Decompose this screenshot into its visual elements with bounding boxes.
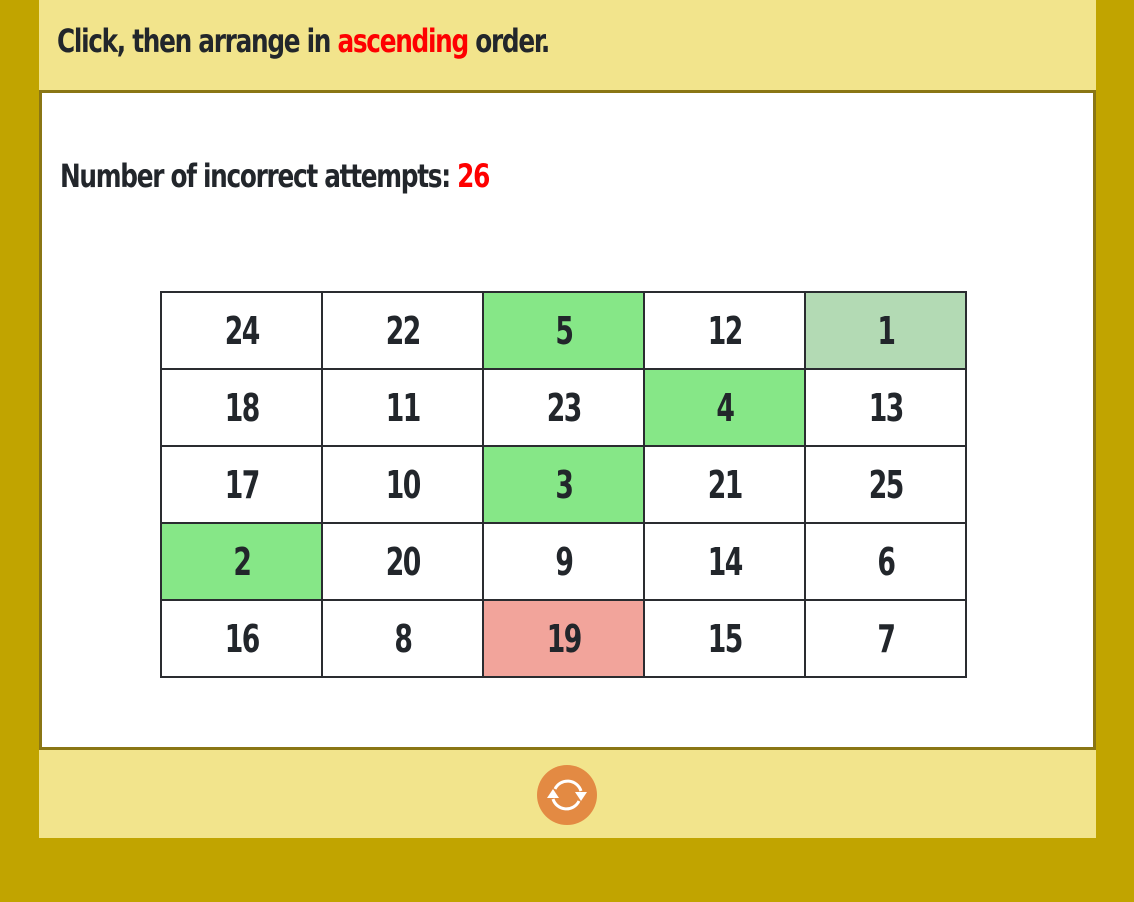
number-tile[interactable]: 8 — [321, 599, 484, 678]
instruction-header: Click, then arrange in ascending order. — [39, 0, 1096, 90]
instruction-keyword: ascending — [337, 22, 469, 60]
tile-number: 7 — [876, 616, 896, 661]
number-tile[interactable]: 24 — [160, 291, 323, 370]
instruction-prefix: Click, then arrange in — [57, 22, 338, 60]
number-tile[interactable]: 11 — [321, 368, 484, 447]
tile-number: 24 — [224, 308, 260, 353]
tile-number: 10 — [385, 462, 421, 507]
attempts-count: 26 — [457, 157, 490, 195]
tile-number: 11 — [385, 385, 421, 430]
tile-number: 6 — [876, 539, 896, 584]
game-panel: Number of incorrect attempts: 26 24 22 5 12… — [39, 90, 1096, 750]
tile-number: 3 — [554, 462, 574, 507]
tile-number: 9 — [554, 539, 574, 584]
tile-number: 13 — [868, 385, 904, 430]
number-tile[interactable]: 1 — [804, 291, 967, 370]
number-tile[interactable]: 15 — [643, 599, 806, 678]
tile-number: 18 — [224, 385, 260, 430]
number-tile[interactable]: 5 — [482, 291, 645, 370]
number-tile[interactable]: 12 — [643, 291, 806, 370]
number-tile[interactable]: 19 — [482, 599, 645, 678]
grid-row: 2 20 9 14 6 — [160, 522, 967, 601]
number-tile[interactable]: 14 — [643, 522, 806, 601]
tile-number: 15 — [707, 616, 743, 661]
tile-number: 17 — [224, 462, 260, 507]
number-tile[interactable]: 7 — [804, 599, 967, 678]
number-tile[interactable]: 23 — [482, 368, 645, 447]
grid-row: 18 11 23 4 13 — [160, 368, 967, 447]
instruction-text: Click, then arrange in ascending order. — [57, 22, 550, 60]
number-tile[interactable]: 16 — [160, 599, 323, 678]
footer-bar — [39, 750, 1096, 838]
tile-number: 5 — [554, 308, 574, 353]
number-tile[interactable]: 2 — [160, 522, 323, 601]
number-tile[interactable]: 6 — [804, 522, 967, 601]
number-tile[interactable]: 21 — [643, 445, 806, 524]
tile-number: 16 — [224, 616, 260, 661]
tile-number: 20 — [385, 539, 421, 584]
tile-number: 19 — [546, 616, 582, 661]
number-tile[interactable]: 3 — [482, 445, 645, 524]
number-tile[interactable]: 18 — [160, 368, 323, 447]
number-tile[interactable]: 9 — [482, 522, 645, 601]
tile-number: 2 — [232, 539, 252, 584]
number-grid: 24 22 5 12 1 18 11 23 4 13 17 10 3 21 25 2 20 9 14 6 16 8 19 15… — [160, 291, 967, 678]
instruction-suffix: order. — [467, 22, 550, 60]
refresh-button[interactable] — [537, 765, 597, 825]
tile-number: 8 — [393, 616, 413, 661]
number-tile[interactable]: 20 — [321, 522, 484, 601]
number-tile[interactable]: 10 — [321, 445, 484, 524]
tile-number: 1 — [876, 308, 896, 353]
tile-number: 4 — [715, 385, 735, 430]
tile-number: 21 — [707, 462, 743, 507]
grid-row: 24 22 5 12 1 — [160, 291, 967, 370]
tile-number: 23 — [546, 385, 582, 430]
attempts-label: Number of incorrect attempts: — [60, 157, 458, 195]
number-tile[interactable]: 17 — [160, 445, 323, 524]
tile-number: 25 — [868, 462, 904, 507]
incorrect-attempts: Number of incorrect attempts: 26 — [60, 157, 490, 195]
number-tile[interactable]: 4 — [643, 368, 806, 447]
grid-row: 16 8 19 15 7 — [160, 599, 967, 678]
tile-number: 12 — [707, 308, 743, 353]
tile-number: 14 — [707, 539, 743, 584]
tile-number: 22 — [385, 308, 421, 353]
refresh-icon — [547, 779, 587, 811]
grid-row: 17 10 3 21 25 — [160, 445, 967, 524]
number-tile[interactable]: 22 — [321, 291, 484, 370]
number-tile[interactable]: 25 — [804, 445, 967, 524]
number-tile[interactable]: 13 — [804, 368, 967, 447]
